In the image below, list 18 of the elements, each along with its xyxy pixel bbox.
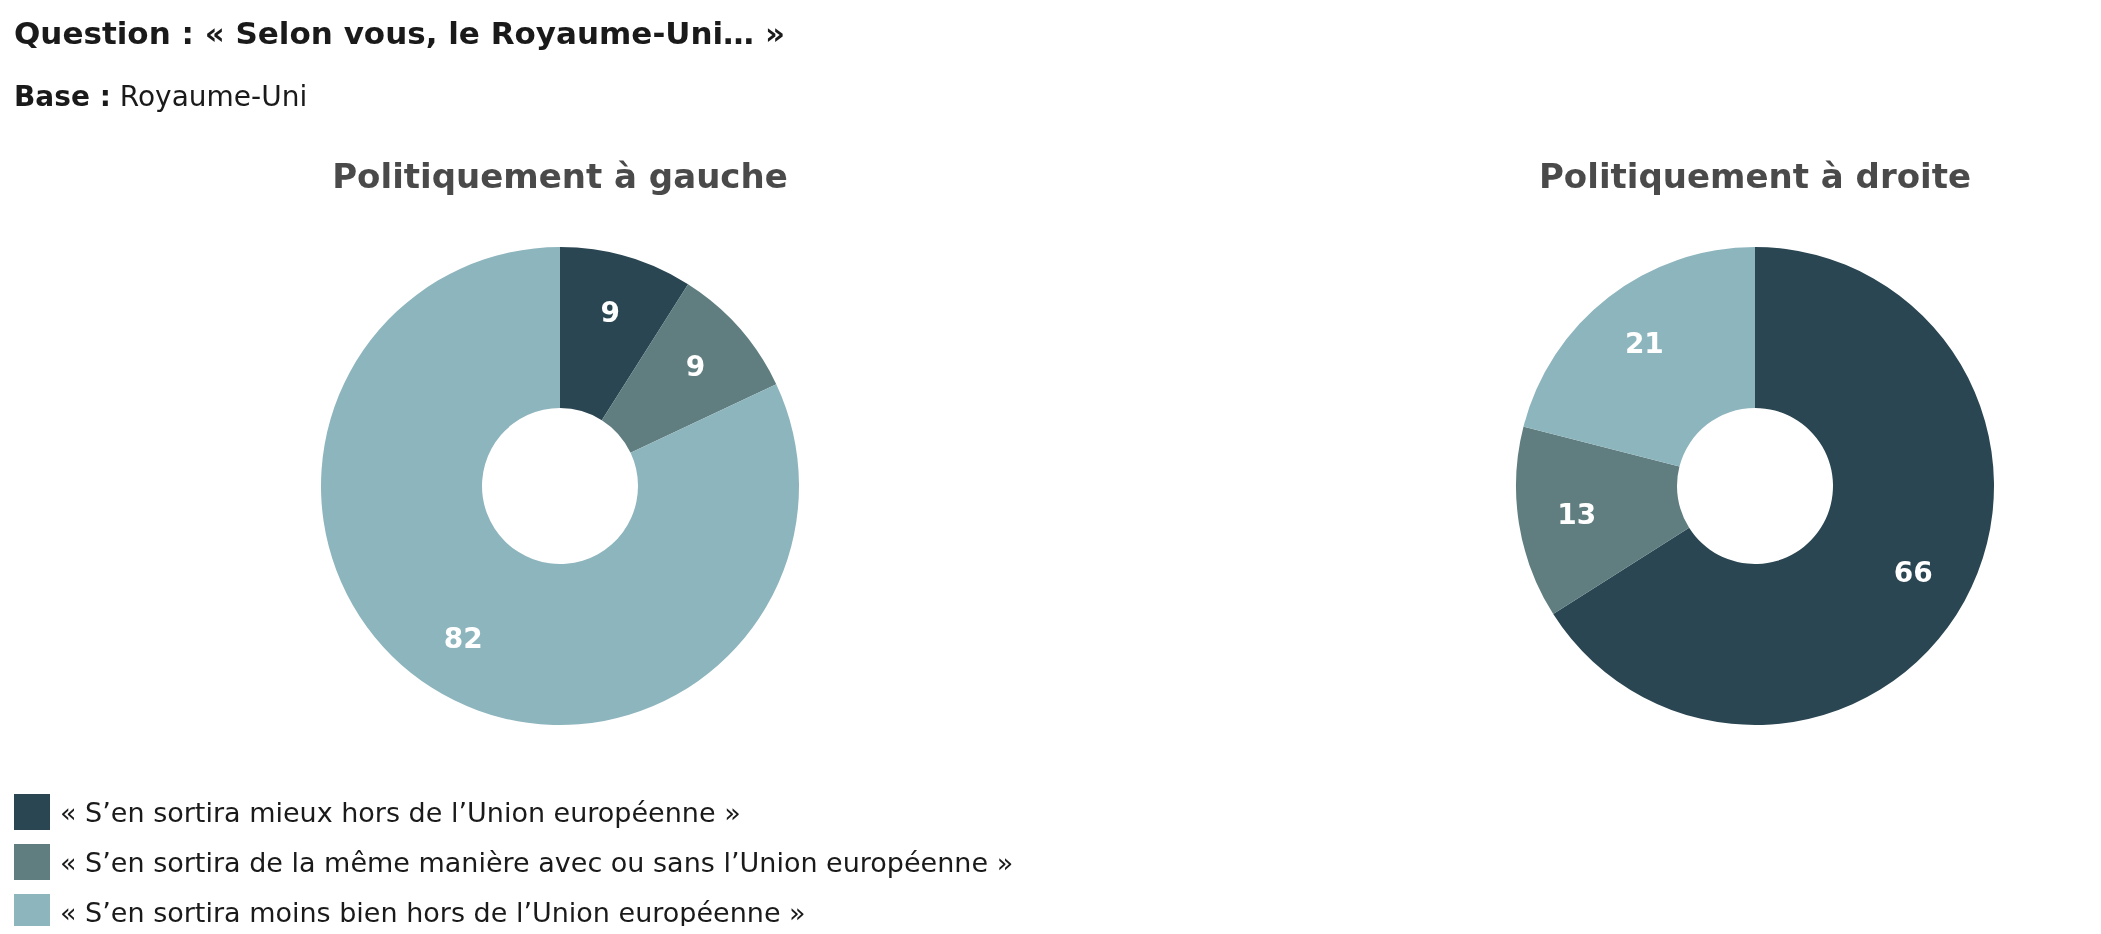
legend-label: « S’en sortira de la même manière avec ou sans l’Union européenne »	[60, 846, 1014, 878]
legend-label: « S’en sortira mieux hors de l’Union européenne »	[60, 796, 741, 828]
data-label: 13	[1557, 497, 1597, 531]
data-label: 9	[600, 296, 621, 330]
donut-slice	[601, 284, 777, 453]
data-label: 9	[685, 350, 706, 384]
data-label: 82	[443, 621, 483, 655]
donut-slice	[560, 247, 689, 421]
text: Question : « Selon vous, le Royaume-Uni… »	[14, 15, 785, 51]
donut-slice	[321, 247, 799, 725]
data-label: 66	[1893, 556, 1933, 590]
donut-slice	[1523, 247, 1755, 467]
chart-title: Politiquement à gauche	[332, 156, 788, 196]
donut-slice	[1516, 426, 1690, 615]
chart-title: Politiquement à droite	[1538, 156, 1972, 196]
donut-slice	[1553, 247, 1994, 725]
text: Base : Royaume-Uni	[14, 80, 308, 113]
data-label: 21	[1624, 326, 1664, 360]
